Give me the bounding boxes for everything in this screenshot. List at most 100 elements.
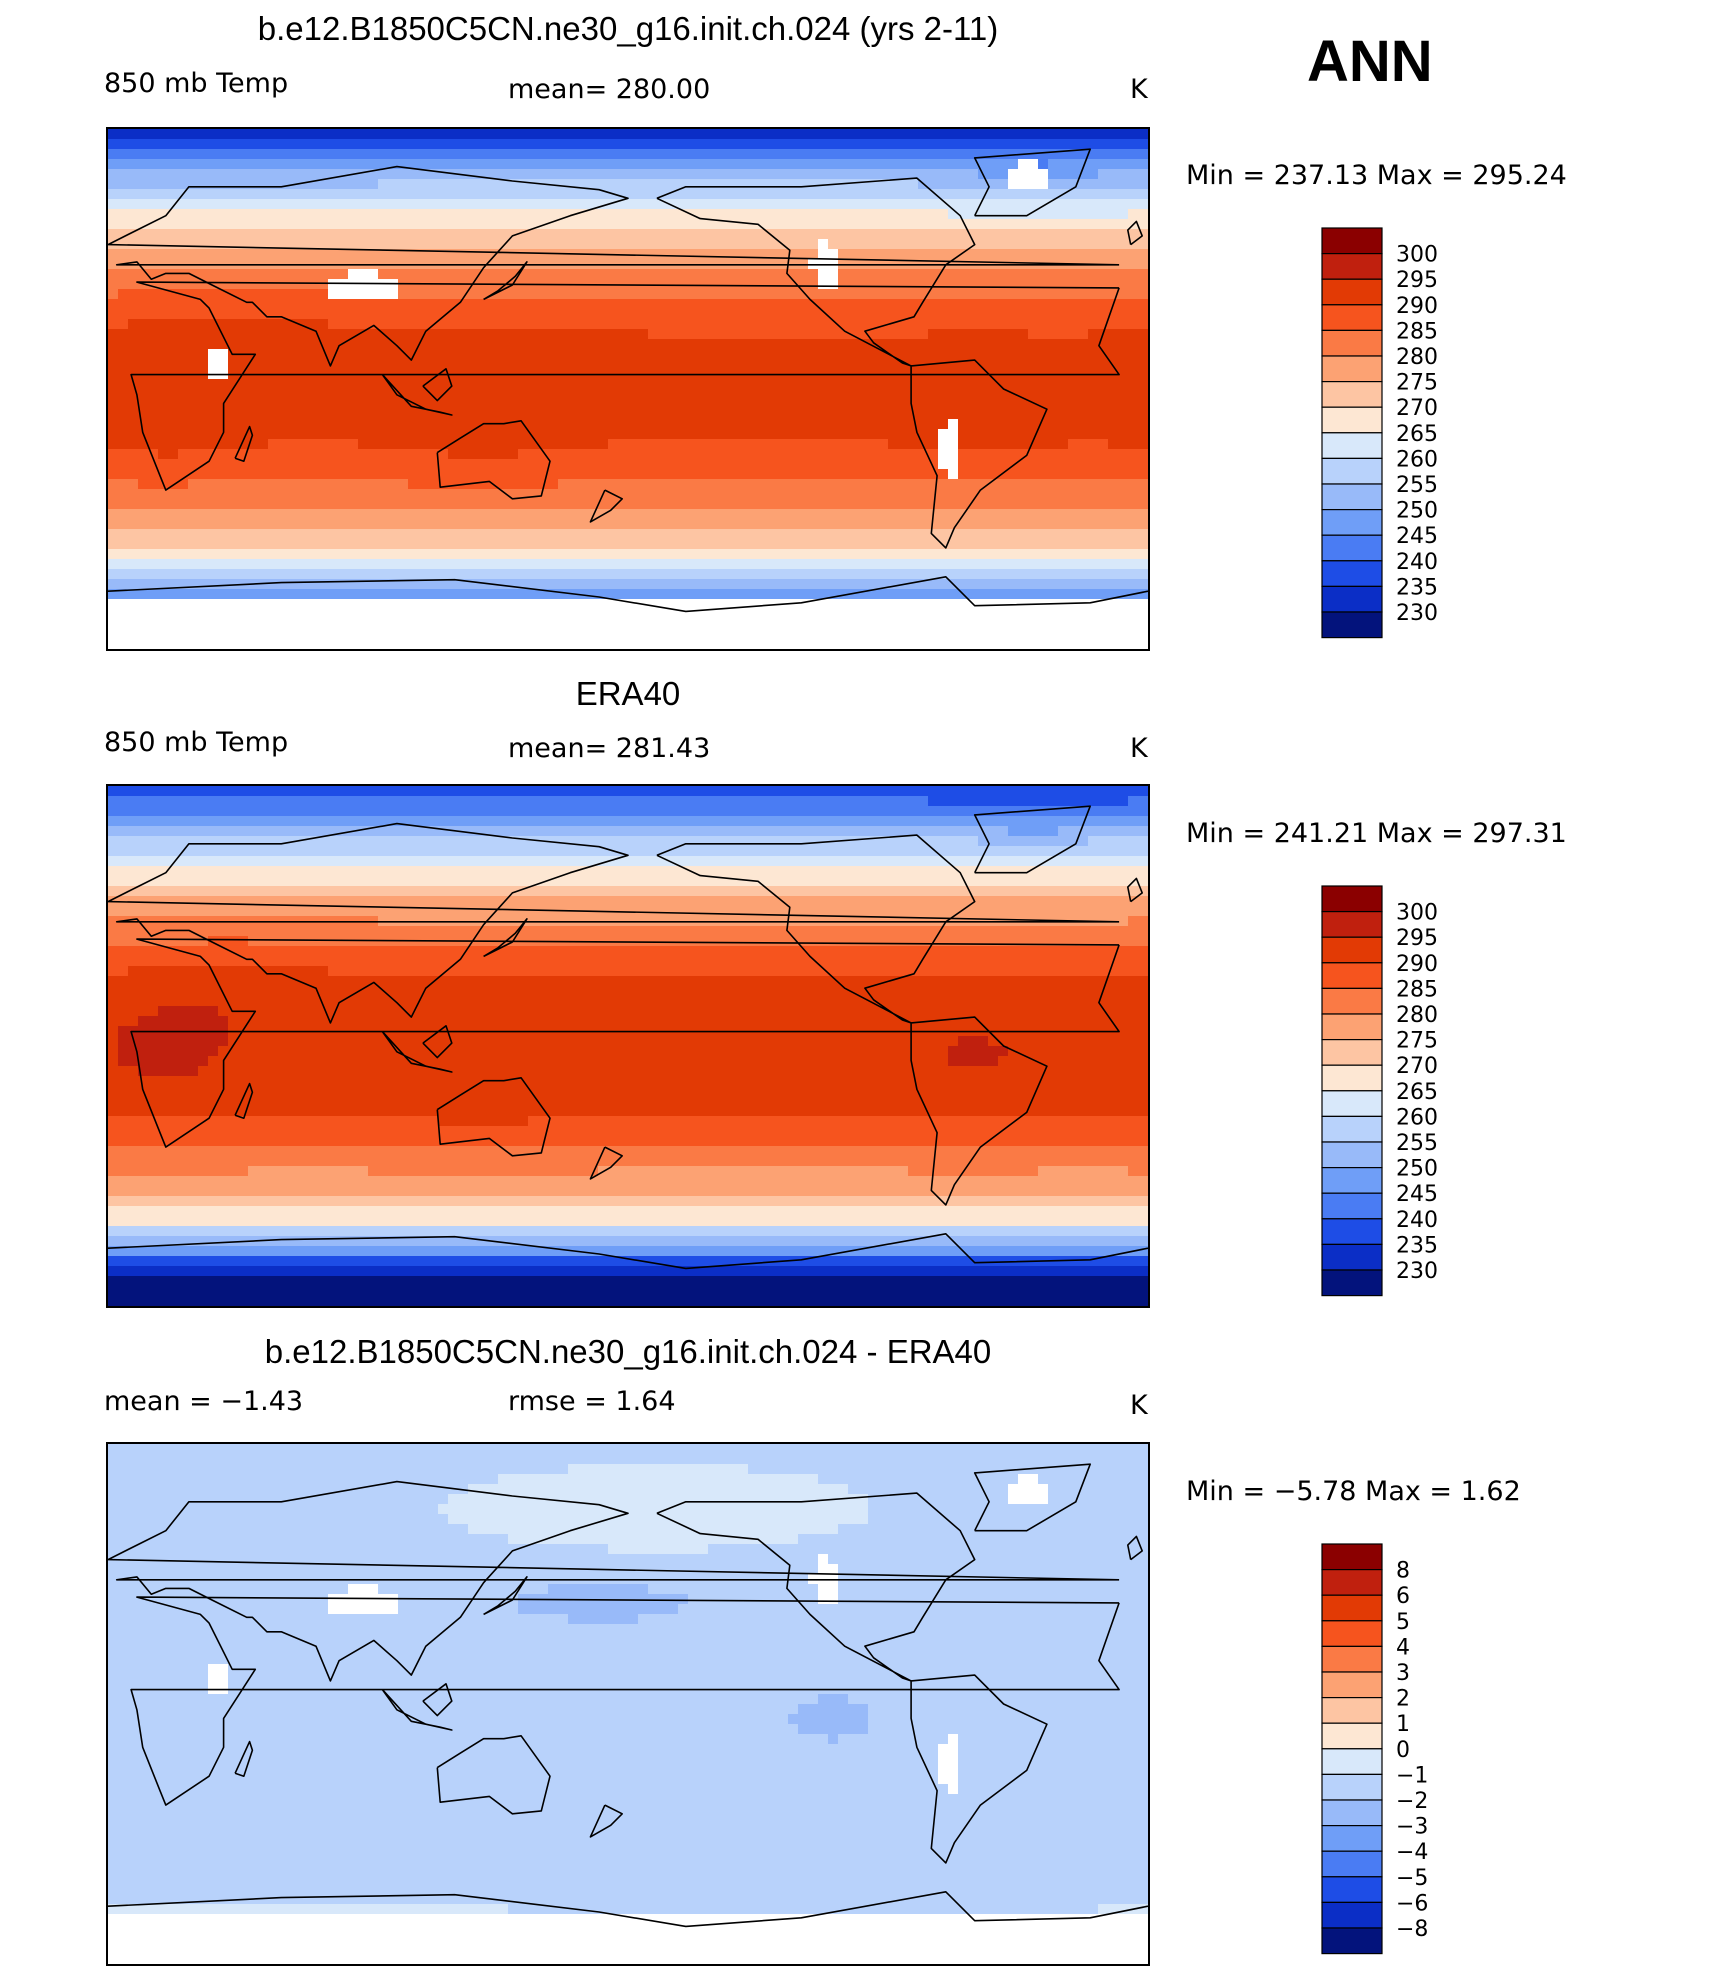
field-cell (858, 429, 869, 440)
field-cell (208, 579, 219, 590)
field-cell (988, 429, 999, 440)
field-cell (848, 519, 859, 530)
field-cell (568, 499, 579, 510)
field-cell (668, 309, 679, 320)
field-cell (1138, 529, 1148, 540)
field-cell (868, 469, 879, 480)
field-cell (578, 579, 589, 590)
field-cell (1028, 389, 1039, 400)
field-cell (978, 389, 989, 400)
field-cell (338, 519, 349, 530)
field-cell (438, 209, 449, 220)
field-cell (388, 539, 399, 550)
field-cell (608, 509, 619, 520)
field-cell (798, 379, 809, 390)
field-cell (678, 489, 689, 500)
field-cell (108, 469, 119, 480)
field-cell (408, 239, 419, 250)
field-cell (518, 499, 529, 510)
field-cell (988, 379, 999, 390)
field-cell (928, 249, 939, 260)
field-cell (258, 279, 269, 290)
field-cell (158, 309, 169, 320)
field-cell (298, 159, 309, 170)
field-cell (148, 539, 159, 550)
field-cell (888, 399, 899, 410)
field-cell (968, 249, 979, 260)
field-cell (478, 589, 489, 600)
field-cell (768, 459, 779, 470)
field-cell (1118, 299, 1129, 310)
field-cell (828, 559, 839, 570)
field-cell (838, 589, 849, 600)
field-cell (968, 469, 979, 480)
field-cell (268, 569, 279, 580)
field-cell (738, 329, 749, 340)
field-cell (128, 569, 139, 580)
field-cell (868, 239, 879, 250)
field-cell (968, 269, 979, 280)
field-cell (108, 259, 119, 270)
field-cell (198, 399, 209, 410)
field-cell (508, 519, 519, 530)
field-cell (858, 449, 869, 460)
field-cell (278, 529, 289, 540)
field-cell (788, 339, 799, 350)
field-cell (888, 579, 899, 590)
field-cell (238, 339, 249, 350)
field-cell (158, 439, 169, 450)
field-cell (158, 209, 169, 220)
field-cell (608, 359, 619, 370)
field-cell (1078, 269, 1089, 280)
field-cell (1058, 599, 1069, 610)
field-cell (838, 599, 849, 610)
field-cell (388, 449, 399, 460)
field-cell (958, 479, 969, 490)
field-cell (518, 479, 529, 490)
field-cell (388, 579, 399, 590)
field-cell (808, 319, 819, 330)
field-cell (728, 389, 739, 400)
field-cell (438, 569, 449, 580)
field-cell (138, 469, 149, 480)
field-cell (708, 209, 719, 220)
field-cell (998, 219, 1009, 230)
field-cell (228, 169, 239, 180)
field-cell (158, 279, 169, 290)
field-cell (618, 599, 629, 610)
field-cell (1138, 409, 1148, 420)
field-cell (298, 569, 309, 580)
field-cell (218, 159, 229, 170)
field-cell (758, 219, 769, 230)
field-cell (248, 519, 259, 530)
field-cell (798, 219, 809, 230)
field-cell (798, 329, 809, 340)
field-cell (488, 209, 499, 220)
field-cell (1138, 539, 1148, 550)
field-cell (478, 389, 489, 400)
field-cell (418, 379, 429, 390)
field-cell (1058, 579, 1069, 590)
field-cell (1008, 329, 1019, 340)
field-cell (458, 359, 469, 370)
field-cell (1128, 499, 1139, 510)
field-cell (488, 589, 499, 600)
field-cell (648, 509, 659, 520)
field-cell (548, 439, 559, 450)
field-cell (558, 189, 569, 200)
field-cell (498, 319, 509, 330)
field-cell (388, 379, 399, 390)
field-cell (768, 469, 779, 480)
field-cell (128, 239, 139, 250)
field-cell (498, 169, 509, 180)
field-cell (658, 199, 669, 210)
field-cell (898, 429, 909, 440)
field-cell (318, 249, 329, 260)
field-cell (678, 559, 689, 570)
field-cell (388, 219, 399, 230)
field-cell (538, 519, 549, 530)
field-cell (478, 339, 489, 350)
field-cell (398, 589, 409, 600)
field-cell (218, 469, 229, 480)
field-cell (1048, 179, 1059, 190)
